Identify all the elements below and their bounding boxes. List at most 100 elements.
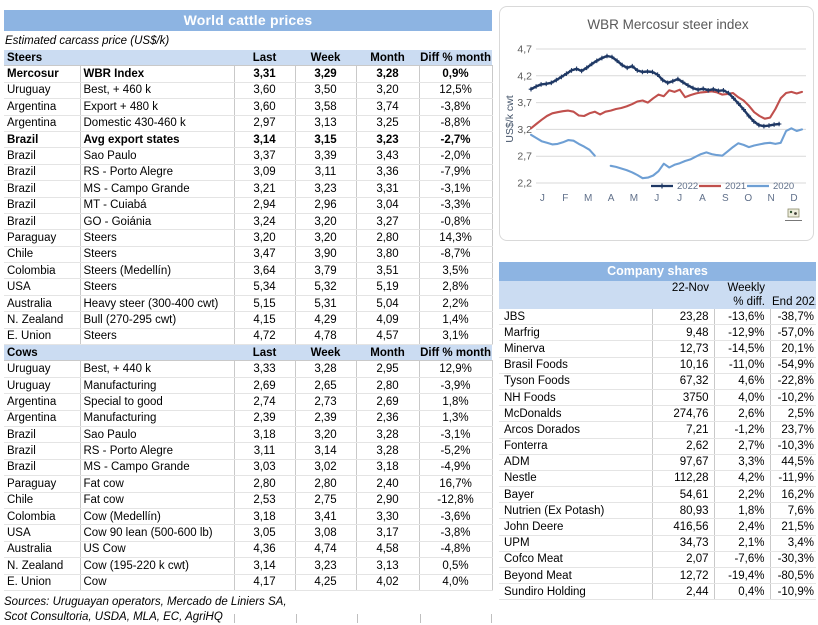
diff-cell: -3,9% [419,377,493,395]
svg-text:N: N [768,193,775,204]
description-cell: Steers [80,328,235,346]
description-cell: Cow (195-220 k cwt) [80,557,235,575]
price-cell: 12,72 [652,567,715,585]
diff-cell: 4,0% [419,574,493,591]
end-2021-cell: -54,9% [770,357,816,374]
table-row: Paraguay Fat cow 2,80 2,80 2,40 16,7% [4,475,493,493]
company-shares-title: Company shares [499,262,816,281]
company-row: Marfrig 9,48 -12,9% -57,0% [499,324,816,342]
end-2021-cell: 2,5% [770,405,816,423]
company-row: Cofco Meat 2,07 -7,6% -30,3% [499,551,816,569]
end-2021-cell: 16,2% [770,486,816,504]
company-name-cell: Nestle [499,470,653,488]
table-row: Argentina Manufacturing 2,39 2,39 2,36 1… [4,410,493,427]
table-row: Brazil MS - Campo Grande 3,03 3,02 3,18 … [4,459,493,477]
country-cell: Mercosur [4,65,81,83]
company-row: Bayer 54,61 2,2% 16,2% [499,486,816,504]
table-row: Chile Fat cow 2,53 2,75 2,90 -12,8% [4,492,493,509]
col-header-diff: Diff % month [419,344,493,362]
country-cell: Brazil [4,164,81,182]
svg-text:F: F [562,193,568,204]
month-cell: 3,31 [356,180,420,198]
diff-cell: 12,5% [419,82,493,100]
country-cell: Colombia [4,262,81,280]
price-cell: 67,32 [652,373,715,390]
week-cell: 3,23 [295,180,357,198]
description-cell: WBR Index [80,65,235,83]
week-cell: 3,39 [295,147,357,165]
price-cell: 9,48 [652,324,715,342]
last-cell: 3,14 [234,131,296,149]
diff-cell: -3,8% [419,524,493,542]
end-2021-cell: 23,7% [770,421,816,439]
end-2021-cell: -30,3% [770,551,816,569]
table-row: Colombia Cow (Medellín) 3,18 3,41 3,30 -… [4,508,493,526]
diff-cell: 1,4% [419,311,493,329]
country-cell: N. Zealand [4,557,81,575]
price-cell: 7,21 [652,421,715,439]
end-2021-cell: -57,0% [770,324,816,342]
price-cell: 3750 [652,389,715,407]
last-cell: 2,97 [234,115,296,132]
country-cell: E. Union [4,328,81,346]
company-row: Nestle 112,28 4,2% -11,9% [499,470,816,488]
svg-text:J: J [540,193,545,204]
company-name-cell: Arcos Dorados [499,421,653,439]
description-cell: Avg export states [80,131,235,149]
table-row: Australia Heavy steer (300-400 cwt) 5,15… [4,295,493,313]
week-cell: 3,90 [295,246,357,264]
company-row: ADM 97,67 3,3% 44,5% [499,454,816,471]
price-cell: 2,62 [652,438,715,455]
table-row: Brazil Sao Paulo 3,18 3,20 3,28 -3,1% [4,426,493,444]
svg-text:3,7: 3,7 [517,97,532,109]
month-cell: 2,69 [356,393,420,411]
country-cell: Uruguay [4,82,81,100]
week-cell: 5,32 [295,278,357,296]
price-cell: 23,28 [652,309,715,326]
company-shares-panel: Company shares 22-Nov Weekly % diff. End… [499,262,816,601]
company-shares-table: 22-Nov Weekly % diff. End 2021 JBS 23,28… [499,281,816,601]
price-cell: 274,76 [652,405,715,423]
col-header-last: Last [234,50,296,67]
table-row: Brazil Avg export states 3,14 3,15 3,23 … [4,131,493,149]
month-cell: 3,43 [356,147,420,165]
col-header-pct-diff: % diff. [714,295,770,309]
price-cell: 34,73 [652,535,715,552]
week-cell: 3,28 [295,360,357,378]
diff-cell: -3,3% [419,197,493,214]
table-row: Brazil MT - Cuiabá 2,94 2,96 3,04 -3,3% [4,197,493,214]
week-cell: 3,79 [295,262,357,280]
weekly-diff-cell: 2,4% [714,518,771,536]
weekly-diff-cell: -14,5% [714,340,771,358]
sources-line-2: Scot Consultoria, USDA, MLA, EC, AgriHQ [4,610,223,623]
week-cell: 2,73 [295,393,357,411]
country-cell: Argentina [4,410,81,427]
country-cell: E. Union [4,574,81,591]
description-cell: Steers (Medellín) [80,262,235,280]
company-row: Minerva 12,73 -14,5% 20,1% [499,340,816,358]
company-row: Beyond Meat 12,72 -19,4% -80,5% [499,567,816,585]
week-cell: 4,78 [295,328,357,346]
week-cell: 3,11 [295,164,357,182]
week-cell: 3,13 [295,115,357,132]
table-row: N. Zealand Bull (270-295 cwt) 4,15 4,29 … [4,311,493,329]
month-cell: 4,58 [356,541,420,559]
table-row: Brazil RS - Porto Alegre 3,11 3,14 3,28 … [4,442,493,460]
weekly-diff-cell: 0,4% [714,583,771,601]
weekly-diff-cell: 2,2% [714,486,771,504]
diff-cell: 1,8% [419,393,493,411]
table-row: E. Union Steers 4,72 4,78 4,57 3,1% [4,328,493,346]
last-cell: 2,69 [234,377,296,395]
price-cell: 12,73 [652,340,715,358]
table-row: USA Cow 90 lean (500-600 lb) 3,05 3,08 3… [4,524,493,542]
week-cell: 2,96 [295,197,357,214]
last-cell: 3,09 [234,164,296,182]
weekly-diff-cell: 1,8% [714,502,771,520]
month-cell: 3,28 [356,442,420,460]
week-cell: 3,14 [295,442,357,460]
cattle-prices-table: Steers Last Week Month Diff % month Merc… [4,50,493,591]
svg-text:2,7: 2,7 [517,151,532,163]
weekly-diff-cell: 2,1% [714,535,771,552]
end-2021-cell: 44,5% [770,454,816,471]
diff-cell: -5,2% [419,442,493,460]
